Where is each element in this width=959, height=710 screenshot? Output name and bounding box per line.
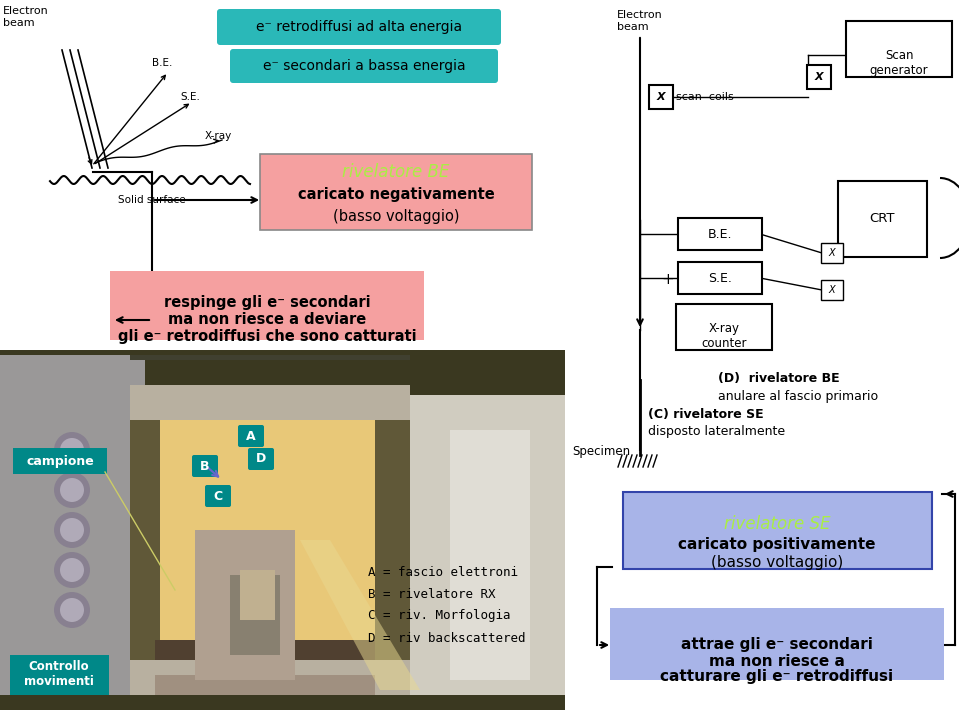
Text: (basso voltaggio): (basso voltaggio) bbox=[333, 209, 459, 224]
Text: S.E.: S.E. bbox=[708, 271, 732, 285]
FancyBboxPatch shape bbox=[807, 65, 831, 89]
Text: caricato negativamente: caricato negativamente bbox=[297, 187, 495, 202]
FancyBboxPatch shape bbox=[238, 425, 264, 447]
Circle shape bbox=[54, 592, 90, 628]
Text: B = rivelatore RX: B = rivelatore RX bbox=[368, 587, 496, 601]
Bar bbox=[155, 675, 375, 695]
Polygon shape bbox=[300, 540, 420, 690]
Bar bbox=[0, 350, 565, 710]
Text: ma non riesce a deviare: ma non riesce a deviare bbox=[168, 312, 366, 327]
FancyBboxPatch shape bbox=[248, 448, 274, 470]
Text: gli e⁻ retrodiffusi che sono catturati: gli e⁻ retrodiffusi che sono catturati bbox=[118, 329, 416, 344]
FancyBboxPatch shape bbox=[10, 655, 109, 695]
Text: X: X bbox=[815, 72, 824, 82]
Circle shape bbox=[60, 518, 84, 542]
Text: CRT: CRT bbox=[869, 212, 895, 224]
Bar bbox=[130, 355, 410, 360]
Text: disposto lateralmente: disposto lateralmente bbox=[648, 425, 785, 438]
Text: scan  coils: scan coils bbox=[676, 92, 734, 102]
FancyBboxPatch shape bbox=[678, 262, 762, 294]
FancyBboxPatch shape bbox=[230, 49, 498, 83]
Text: B.E.: B.E. bbox=[152, 58, 173, 68]
Text: rivelatore BE: rivelatore BE bbox=[342, 163, 450, 181]
Text: respinge gli e⁻ secondari: respinge gli e⁻ secondari bbox=[164, 295, 370, 310]
Text: anulare al fascio primario: anulare al fascio primario bbox=[718, 390, 878, 403]
Bar bbox=[155, 640, 375, 660]
Bar bbox=[130, 420, 160, 660]
Circle shape bbox=[60, 438, 84, 462]
Text: rivelatore SE: rivelatore SE bbox=[724, 515, 830, 533]
FancyBboxPatch shape bbox=[260, 154, 532, 230]
Text: (D)  rivelatore BE: (D) rivelatore BE bbox=[718, 372, 840, 385]
Bar bbox=[195, 530, 295, 680]
Circle shape bbox=[54, 552, 90, 588]
Text: A: A bbox=[246, 430, 256, 442]
Bar bbox=[240, 570, 275, 620]
Bar bbox=[0, 355, 145, 695]
FancyBboxPatch shape bbox=[192, 455, 218, 477]
Text: ma non riesce a: ma non riesce a bbox=[709, 653, 845, 669]
Text: Controllo
movimenti: Controllo movimenti bbox=[24, 660, 94, 688]
Text: Electron
beam: Electron beam bbox=[617, 10, 663, 32]
Text: catturare gli e⁻ retrodiffusi: catturare gli e⁻ retrodiffusi bbox=[661, 670, 894, 684]
Text: Solid surface: Solid surface bbox=[118, 195, 186, 205]
Text: D: D bbox=[256, 452, 267, 466]
Circle shape bbox=[60, 558, 84, 582]
FancyBboxPatch shape bbox=[110, 271, 424, 340]
Text: (basso voltaggio): (basso voltaggio) bbox=[711, 555, 843, 569]
FancyBboxPatch shape bbox=[217, 9, 501, 45]
FancyBboxPatch shape bbox=[846, 21, 952, 77]
FancyBboxPatch shape bbox=[676, 304, 772, 350]
Text: campione: campione bbox=[26, 454, 94, 467]
FancyBboxPatch shape bbox=[610, 608, 944, 680]
Bar bbox=[130, 385, 410, 695]
Bar bbox=[410, 395, 565, 695]
Circle shape bbox=[54, 432, 90, 468]
Text: C: C bbox=[214, 489, 222, 503]
Bar bbox=[375, 420, 410, 660]
Text: e⁻ secondari a bassa energia: e⁻ secondari a bassa energia bbox=[263, 59, 465, 73]
Bar bbox=[230, 575, 280, 655]
Circle shape bbox=[54, 472, 90, 508]
FancyBboxPatch shape bbox=[821, 243, 843, 263]
FancyBboxPatch shape bbox=[838, 181, 927, 257]
Text: e⁻ retrodiffusi ad alta energia: e⁻ retrodiffusi ad alta energia bbox=[256, 20, 462, 34]
Text: Electron
beam: Electron beam bbox=[3, 6, 49, 28]
Circle shape bbox=[54, 512, 90, 548]
Text: D = riv backscattered: D = riv backscattered bbox=[368, 631, 526, 645]
Text: +: + bbox=[662, 273, 674, 288]
Text: A = fascio elettroni: A = fascio elettroni bbox=[368, 565, 518, 579]
Text: B.E.: B.E. bbox=[708, 227, 733, 241]
Text: C = riv. Morfologia: C = riv. Morfologia bbox=[368, 609, 510, 623]
Bar bbox=[450, 430, 530, 680]
Text: X: X bbox=[829, 285, 835, 295]
Text: attrae gli e⁻ secondari: attrae gli e⁻ secondari bbox=[681, 638, 873, 652]
Bar bbox=[155, 420, 380, 660]
Text: X-ray
counter: X-ray counter bbox=[701, 322, 747, 350]
FancyBboxPatch shape bbox=[678, 218, 762, 250]
FancyBboxPatch shape bbox=[623, 492, 932, 569]
Text: X-ray: X-ray bbox=[205, 131, 232, 141]
Text: (C) rivelatore SE: (C) rivelatore SE bbox=[648, 408, 763, 421]
Text: X: X bbox=[657, 92, 666, 102]
Text: Specimen: Specimen bbox=[572, 445, 630, 459]
Text: B: B bbox=[200, 459, 210, 472]
Circle shape bbox=[60, 598, 84, 622]
Text: caricato positivamente: caricato positivamente bbox=[678, 537, 876, 552]
Circle shape bbox=[60, 478, 84, 502]
FancyBboxPatch shape bbox=[649, 85, 673, 109]
FancyBboxPatch shape bbox=[13, 448, 107, 474]
FancyBboxPatch shape bbox=[821, 280, 843, 300]
Text: S.E.: S.E. bbox=[180, 92, 199, 102]
Text: Scan
generator: Scan generator bbox=[870, 49, 928, 77]
Text: X: X bbox=[829, 248, 835, 258]
FancyBboxPatch shape bbox=[205, 485, 231, 507]
